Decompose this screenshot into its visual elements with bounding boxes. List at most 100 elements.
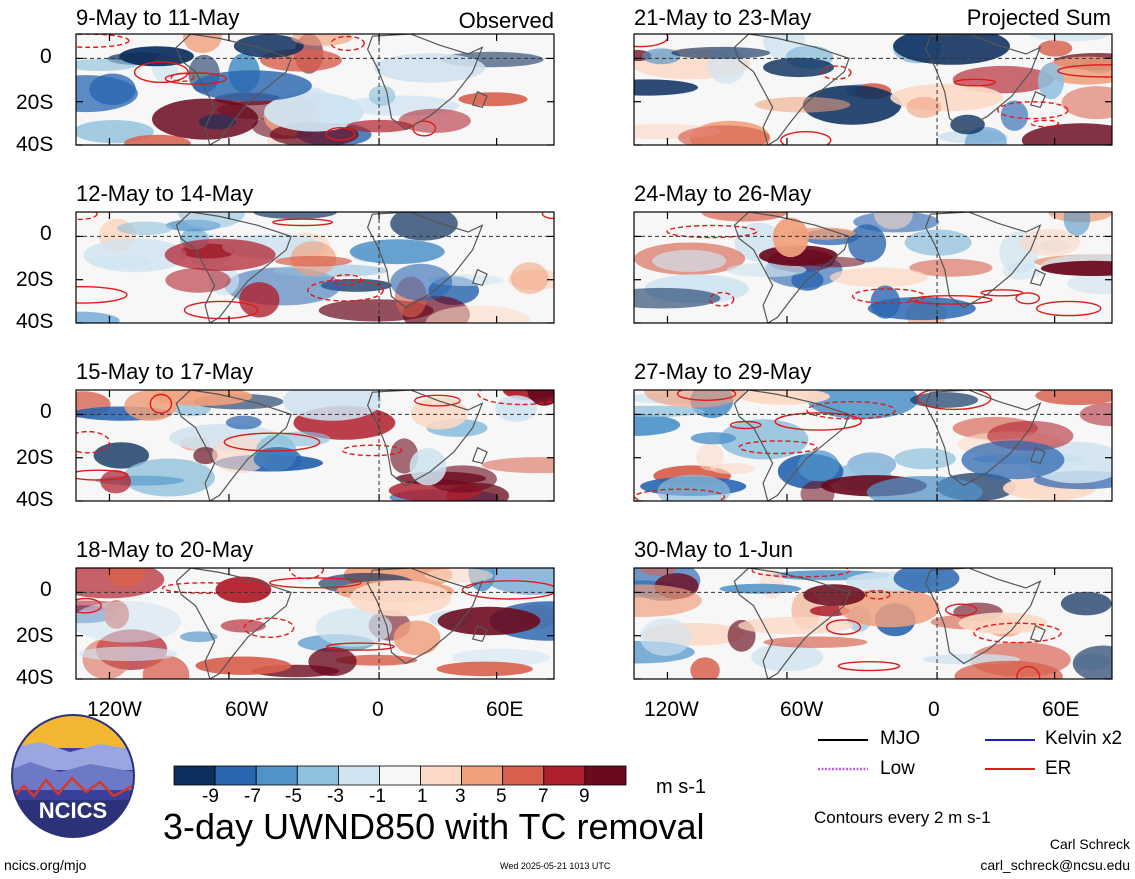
panel-frame bbox=[75, 211, 555, 324]
map-panel bbox=[633, 567, 1113, 680]
anomaly-blob bbox=[797, 450, 840, 482]
anomaly-blob bbox=[726, 262, 807, 278]
colorbar-tick-label: -9 bbox=[202, 786, 219, 807]
logo-text: NCICS bbox=[39, 798, 107, 823]
anomaly-blob bbox=[1061, 86, 1112, 120]
anomaly-blob bbox=[275, 255, 352, 267]
anomaly-blob bbox=[393, 620, 441, 656]
colorbar-tick-label: 1 bbox=[417, 786, 428, 807]
colorbar-swatch bbox=[296, 765, 339, 786]
anomaly-blob bbox=[192, 70, 312, 102]
er-contour bbox=[76, 430, 111, 454]
anomaly-blob bbox=[894, 448, 956, 470]
anomaly-blob bbox=[164, 238, 276, 271]
anomaly-blob bbox=[349, 239, 445, 265]
y-tick-label: 20S bbox=[16, 446, 54, 469]
anomaly-blob bbox=[763, 57, 834, 78]
coastline bbox=[175, 390, 292, 501]
er-contour bbox=[666, 224, 758, 239]
anomaly-blob bbox=[791, 227, 856, 240]
anomaly-blob bbox=[239, 282, 280, 318]
panel-title: 15-May to 17-May bbox=[76, 359, 254, 384]
er-contour bbox=[821, 65, 852, 80]
map-panel bbox=[75, 33, 555, 146]
footer-timestamp: Wed 2025-05-21 1013 UTC bbox=[500, 861, 611, 871]
x-tick-label: 120W bbox=[644, 698, 699, 721]
x-tick-label: 60E bbox=[1042, 698, 1080, 721]
coastline bbox=[175, 34, 292, 145]
coastline bbox=[733, 212, 850, 323]
colorbar-swatch bbox=[502, 765, 545, 786]
anomaly-blob bbox=[264, 92, 364, 132]
anomaly-blob bbox=[754, 96, 851, 113]
anomaly-blob bbox=[634, 287, 721, 309]
er-contour bbox=[161, 582, 251, 594]
anomaly-blob bbox=[1072, 645, 1112, 679]
anomaly-blob bbox=[253, 212, 337, 219]
anomaly-blob bbox=[425, 305, 531, 323]
anomaly-blob bbox=[1060, 591, 1112, 616]
er-contour bbox=[909, 294, 993, 305]
er-contour bbox=[1016, 665, 1041, 679]
anomaly-blob bbox=[1063, 212, 1091, 236]
er-contour bbox=[149, 393, 173, 414]
anomaly-blob bbox=[220, 619, 266, 633]
panel-frame bbox=[633, 33, 1113, 146]
anomaly-blob bbox=[291, 34, 353, 46]
ncics-logo-icon[interactable]: NCICS bbox=[10, 714, 136, 840]
y-tick-label: 0 bbox=[40, 45, 52, 68]
er-contour bbox=[341, 444, 403, 457]
er-contour bbox=[1057, 64, 1112, 78]
map-panel bbox=[75, 211, 555, 324]
panel-title: 27-May to 29-May bbox=[634, 359, 812, 384]
map-panel bbox=[633, 389, 1113, 502]
coastline bbox=[733, 568, 850, 679]
footer-url[interactable]: ncics.org/mjo bbox=[4, 857, 87, 873]
y-tick-label: 0 bbox=[40, 578, 52, 601]
coastline bbox=[471, 90, 488, 109]
anomaly-blob bbox=[806, 390, 919, 420]
anomaly-blob bbox=[634, 413, 681, 436]
anomaly-blob bbox=[829, 267, 928, 288]
anomaly-blob bbox=[308, 647, 357, 677]
er-contour bbox=[243, 617, 295, 639]
er-contour bbox=[825, 619, 862, 635]
anomaly-blob bbox=[76, 59, 137, 71]
x-tick-label: 120W bbox=[87, 698, 142, 721]
colorbar-tick-label: -1 bbox=[369, 786, 386, 807]
footer-email[interactable]: carl_schreck@ncsu.edu bbox=[980, 857, 1130, 873]
anomaly-blob bbox=[119, 46, 194, 67]
anomaly-blob bbox=[93, 442, 149, 469]
er-contour bbox=[170, 72, 195, 83]
map-panel bbox=[75, 389, 555, 502]
er-contour bbox=[1035, 300, 1102, 317]
anomaly-blob bbox=[671, 46, 771, 59]
anomaly-blob bbox=[390, 212, 458, 241]
footer-author: Carl Schreck bbox=[1049, 836, 1130, 852]
anomaly-blob bbox=[866, 476, 983, 501]
panel-frame bbox=[633, 567, 1113, 680]
chart-title: 3-day UWND850 with TC removal bbox=[163, 806, 705, 847]
coastline bbox=[733, 34, 850, 145]
anomaly-blob bbox=[198, 114, 237, 130]
colorbar-swatch bbox=[173, 765, 216, 786]
y-tick-label: 20S bbox=[16, 624, 54, 647]
x-tick-label: 60E bbox=[486, 698, 524, 721]
er-contour bbox=[780, 131, 832, 145]
anomaly-blob bbox=[105, 568, 147, 588]
colorbar-swatch bbox=[379, 765, 421, 786]
coastline bbox=[1029, 446, 1046, 465]
colorbar-tick-label: 7 bbox=[538, 786, 549, 807]
colorbar-swatch bbox=[461, 765, 504, 786]
anomaly-blob bbox=[893, 34, 1010, 65]
er-contour bbox=[709, 291, 735, 307]
x-tick-label: 0 bbox=[928, 698, 940, 721]
colorbar-tick-label: 9 bbox=[579, 786, 590, 807]
anomaly-blob bbox=[76, 601, 182, 643]
units-label: m s-1 bbox=[656, 776, 706, 798]
x-tick-label: 0 bbox=[372, 698, 384, 721]
anomaly-blob bbox=[839, 588, 940, 628]
anomaly-blob bbox=[409, 448, 447, 486]
anomaly-blob bbox=[690, 657, 720, 679]
anomaly-blob bbox=[481, 457, 554, 474]
